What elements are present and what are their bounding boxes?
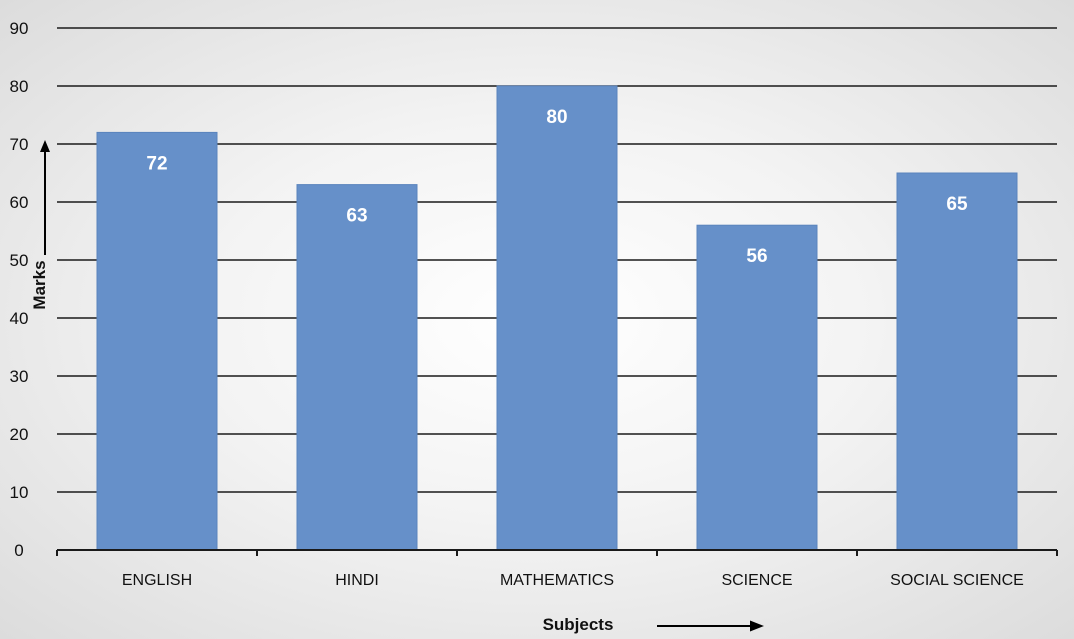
- y-tick-label: 90: [10, 19, 29, 38]
- bars: [96, 85, 1018, 551]
- data-label: 72: [146, 153, 167, 174]
- y-axis-title: Marks: [30, 260, 49, 309]
- x-axis-title-group: Subjects: [543, 615, 764, 634]
- x-axis-ticks: [56, 550, 1058, 556]
- category-label: SCIENCE: [721, 572, 792, 589]
- y-axis-arrow-head: [40, 140, 50, 152]
- y-tick-label: 0: [14, 541, 23, 560]
- category-labels: ENGLISH HINDI MATHEMATICS SCIENCE SOCIAL SCI…: [122, 572, 1024, 589]
- category-label: MATHEMATICS: [500, 572, 614, 589]
- bar-science: [696, 224, 818, 551]
- data-label: 80: [546, 107, 567, 128]
- x-axis-arrow-head: [750, 620, 764, 632]
- y-tick-label: 20: [10, 425, 29, 444]
- data-label: 56: [746, 246, 767, 267]
- bar-hindi: [296, 184, 418, 551]
- x-axis-title: Subjects: [543, 615, 614, 634]
- axes: [56, 549, 1058, 556]
- y-tick-label: 10: [10, 483, 29, 502]
- y-tick-labels: 0 10 20 30 40 50 60 70 80 90: [10, 19, 29, 560]
- bar-english: [96, 131, 218, 551]
- y-tick-label: 40: [10, 309, 29, 328]
- category-label: ENGLISH: [122, 572, 192, 589]
- y-tick-label: 60: [10, 193, 29, 212]
- data-labels: 72 63 80 56 65: [146, 107, 968, 267]
- category-label: SOCIAL SCIENCE: [890, 572, 1024, 589]
- y-tick-label: 30: [10, 367, 29, 386]
- bar-social-science: [896, 172, 1018, 551]
- bar-mathematics: [496, 85, 618, 551]
- y-tick-label: 70: [10, 135, 29, 154]
- data-label: 63: [346, 206, 367, 227]
- category-label: HINDI: [335, 572, 379, 589]
- y-axis-title-group: Marks: [30, 140, 50, 310]
- y-tick-label: 80: [10, 77, 29, 96]
- y-tick-label: 50: [10, 251, 29, 270]
- data-label: 65: [946, 194, 968, 215]
